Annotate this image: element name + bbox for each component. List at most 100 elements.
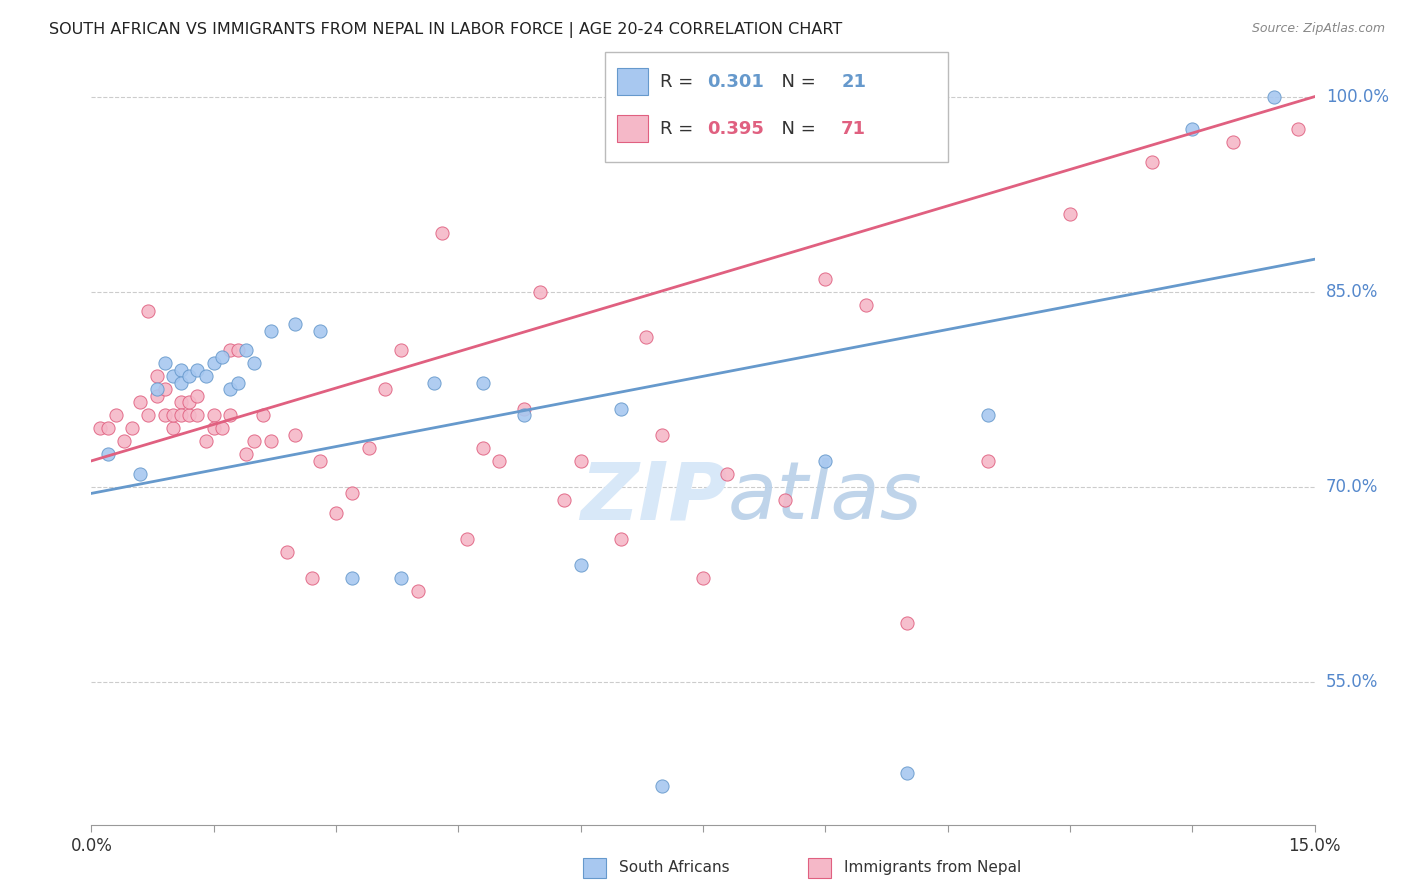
Point <box>186 363 208 377</box>
Point <box>252 409 274 423</box>
Point <box>773 492 796 507</box>
Point <box>553 492 575 507</box>
Point <box>104 409 127 423</box>
Point <box>138 304 160 318</box>
Point <box>325 506 347 520</box>
Point <box>456 532 478 546</box>
Point <box>219 343 242 358</box>
FancyBboxPatch shape <box>617 115 648 142</box>
Text: 0.395: 0.395 <box>707 120 763 138</box>
Point <box>194 369 217 384</box>
Point <box>162 409 184 423</box>
Point <box>569 558 592 572</box>
Text: SOUTH AFRICAN VS IMMIGRANTS FROM NEPAL IN LABOR FORCE | AGE 20-24 CORRELATION CH: SOUTH AFRICAN VS IMMIGRANTS FROM NEPAL I… <box>49 22 842 38</box>
Point <box>342 571 364 585</box>
Point <box>145 369 167 384</box>
FancyBboxPatch shape <box>605 53 948 161</box>
Point <box>170 395 193 409</box>
Point <box>471 376 494 390</box>
Point <box>219 382 242 396</box>
Point <box>569 454 592 468</box>
Text: atlas: atlas <box>727 458 922 536</box>
Point <box>170 376 193 390</box>
Point <box>170 409 193 423</box>
Text: ZIP: ZIP <box>581 458 727 536</box>
Point <box>129 395 152 409</box>
Point <box>389 343 412 358</box>
Point <box>219 409 242 423</box>
Point <box>260 434 283 449</box>
Point <box>977 454 1000 468</box>
Point <box>308 324 330 338</box>
Point <box>129 467 152 481</box>
Point <box>153 409 176 423</box>
Point <box>97 421 120 435</box>
Point <box>471 441 494 455</box>
Text: R =: R = <box>661 73 699 91</box>
Point <box>651 779 673 793</box>
Point <box>610 532 633 546</box>
Point <box>211 350 233 364</box>
Point <box>112 434 135 449</box>
Text: 70.0%: 70.0% <box>1326 478 1378 496</box>
Text: 100.0%: 100.0% <box>1326 87 1389 105</box>
Point <box>186 409 208 423</box>
Point <box>121 421 143 435</box>
Point <box>186 389 208 403</box>
Point <box>977 409 1000 423</box>
Point <box>162 369 184 384</box>
Point <box>194 434 217 449</box>
Text: South Africans: South Africans <box>619 860 730 874</box>
Point <box>855 298 877 312</box>
Point <box>896 766 918 780</box>
FancyBboxPatch shape <box>617 68 648 95</box>
Point <box>179 369 201 384</box>
Point <box>423 376 446 390</box>
Point <box>430 226 453 240</box>
Point <box>179 395 201 409</box>
Point <box>89 421 111 435</box>
Point <box>179 409 201 423</box>
Point <box>389 571 412 585</box>
Point <box>814 454 837 468</box>
Point <box>138 409 160 423</box>
Point <box>357 441 380 455</box>
Point <box>235 343 257 358</box>
Point <box>1140 154 1163 169</box>
Point <box>211 421 233 435</box>
Point <box>406 584 429 599</box>
Point <box>651 428 673 442</box>
Point <box>243 434 266 449</box>
Point <box>374 382 396 396</box>
Text: 0.301: 0.301 <box>707 73 763 91</box>
Point <box>145 389 167 403</box>
Point <box>153 382 176 396</box>
Point <box>153 356 176 370</box>
Point <box>301 571 323 585</box>
Text: 55.0%: 55.0% <box>1326 673 1378 691</box>
Point <box>235 447 257 461</box>
Text: N =: N = <box>770 73 821 91</box>
Point <box>243 356 266 370</box>
Point <box>276 545 298 559</box>
Point <box>716 467 738 481</box>
Point <box>488 454 510 468</box>
Point <box>162 421 184 435</box>
Point <box>284 318 307 332</box>
Point <box>260 324 283 338</box>
Point <box>610 401 633 416</box>
Point <box>284 428 307 442</box>
Text: Source: ZipAtlas.com: Source: ZipAtlas.com <box>1251 22 1385 36</box>
Text: Immigrants from Nepal: Immigrants from Nepal <box>844 860 1021 874</box>
Point <box>529 285 551 299</box>
Point <box>202 421 225 435</box>
Point <box>226 376 249 390</box>
Point <box>1222 135 1244 149</box>
Point <box>170 363 193 377</box>
Point <box>97 447 120 461</box>
Text: 21: 21 <box>841 73 866 91</box>
Text: 85.0%: 85.0% <box>1326 283 1378 301</box>
Text: N =: N = <box>770 120 821 138</box>
Point <box>692 571 714 585</box>
Point <box>634 330 657 344</box>
